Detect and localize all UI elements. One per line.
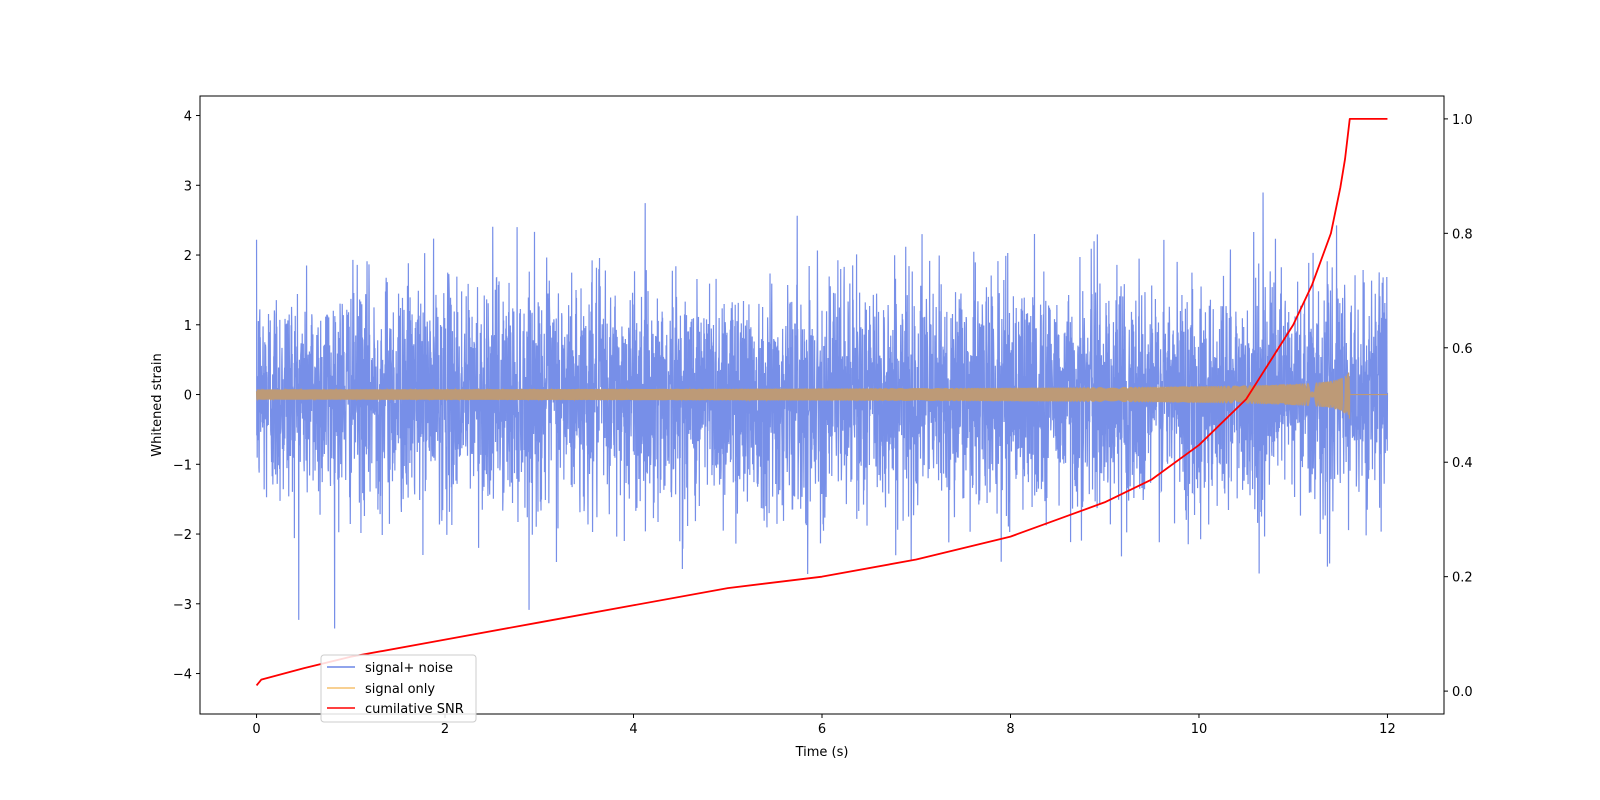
y-tick-label: −2 (173, 528, 192, 543)
y-tick-label: 3 (184, 179, 192, 194)
x-tick-label: 8 (1006, 722, 1014, 737)
x-tick-label: 4 (629, 722, 637, 737)
legend-label-signal-only: signal only (365, 682, 435, 697)
y2-tick-label: 0.0 (1452, 685, 1473, 700)
legend-label-signal-noise: signal+ noise (365, 661, 453, 676)
x-tick-label: 2 (441, 722, 449, 737)
y-axis-label: Whitened strain (150, 353, 165, 456)
x-tick-label: 6 (818, 722, 826, 737)
y-axis-right: 0.0 0.2 0.4 0.6 0.8 1.0 (1444, 113, 1473, 700)
y-tick-label: 2 (184, 249, 192, 264)
x-tick-label: 10 (1191, 722, 1208, 737)
legend-box (320, 654, 477, 723)
y2-tick-label: 0.4 (1452, 456, 1473, 471)
x-axis-label: Time (s) (795, 745, 849, 760)
y2-tick-label: 0.8 (1452, 227, 1473, 242)
y-tick-label: −3 (173, 598, 192, 613)
y-tick-label: −1 (173, 458, 192, 473)
legend-label-cumulative-snr: cumilative SNR (365, 702, 464, 717)
x-axis: 0 2 4 6 8 10 12 (252, 714, 1396, 737)
y2-tick-label: 0.6 (1452, 342, 1473, 357)
plot-area (199, 95, 1445, 715)
y-tick-label: 0 (184, 389, 192, 404)
x-tick-label: 0 (252, 722, 260, 737)
y-tick-label: 1 (184, 319, 192, 334)
y-tick-label: 4 (184, 110, 192, 125)
x-tick-label: 12 (1379, 722, 1396, 737)
legend: signal+ noise signal only cumilative SNR (320, 654, 477, 723)
series-line-signal-only (255, 372, 1388, 419)
y-tick-label: −4 (173, 668, 192, 683)
y-axis-left: −4 −3 −2 −1 0 1 2 3 4 (173, 110, 200, 683)
y2-tick-label: 1.0 (1452, 113, 1473, 128)
series-line-cumulative-snr (255, 117, 1388, 686)
y2-tick-label: 0.2 (1452, 571, 1473, 586)
series-layer (255, 117, 1389, 686)
